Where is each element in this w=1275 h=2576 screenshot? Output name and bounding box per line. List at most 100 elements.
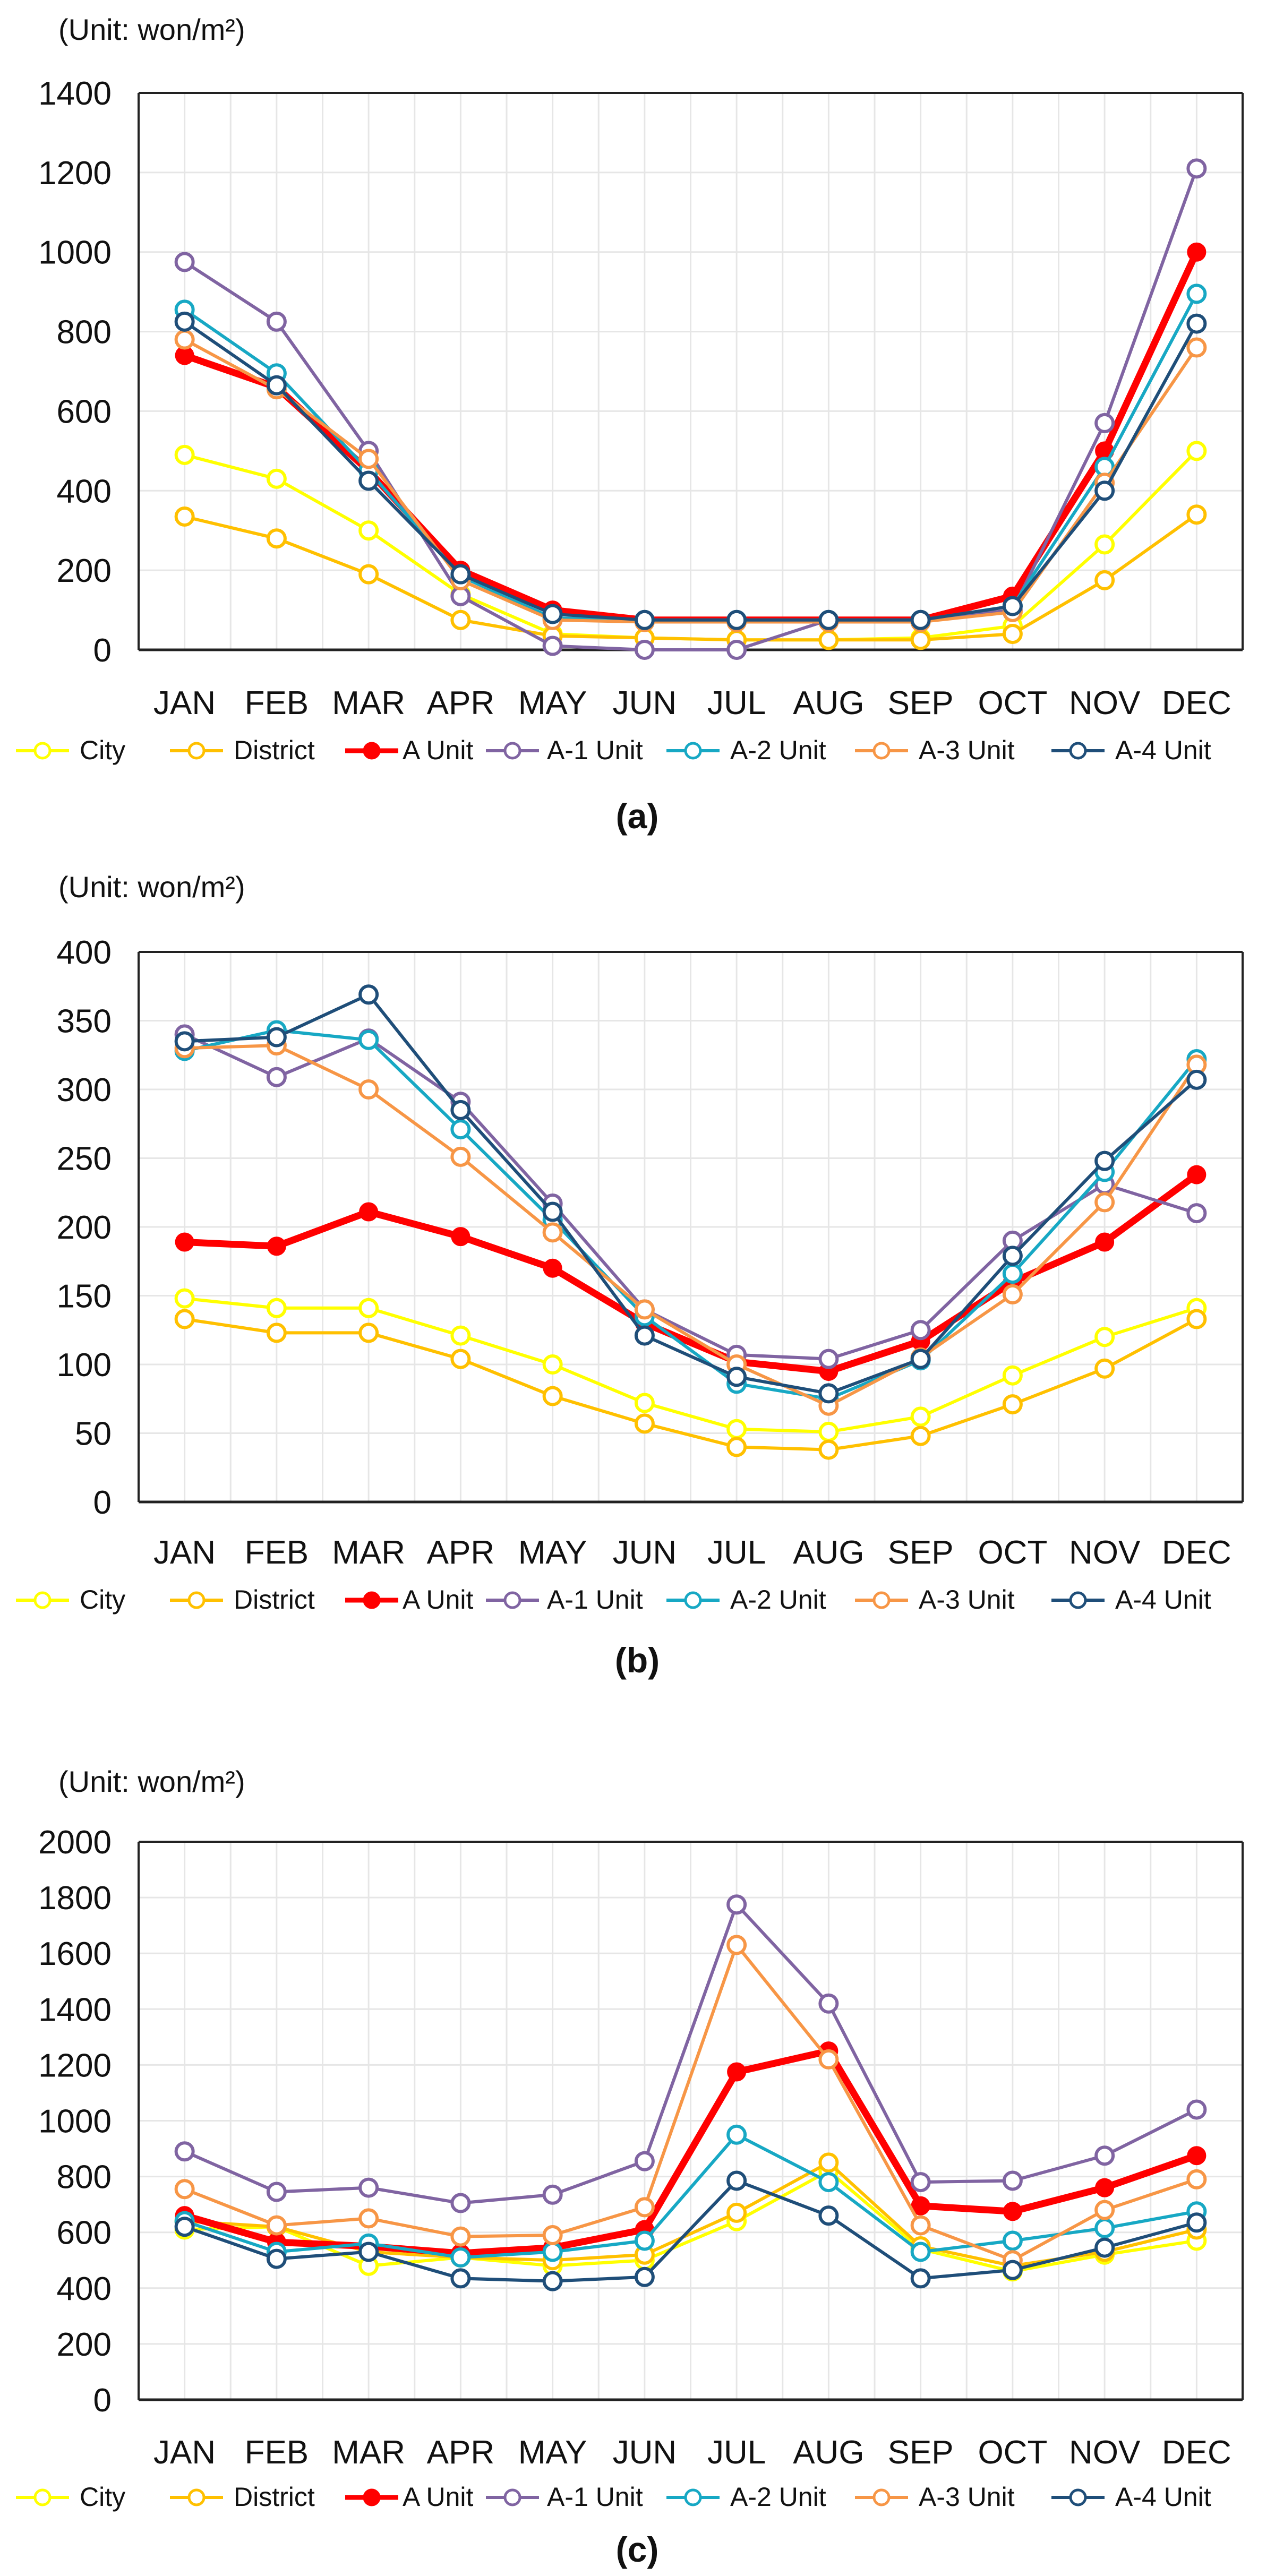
series-line — [184, 1943, 1197, 2262]
x-tick-label: JUL — [707, 685, 766, 722]
data-point — [542, 1201, 563, 1222]
y-tick-label: 100 — [57, 1347, 112, 1384]
x-tick-label: FEB — [245, 1534, 309, 1571]
data-point — [1094, 2145, 1115, 2166]
series-a-1-unit — [174, 1894, 1207, 2213]
series-district — [174, 1309, 1207, 1460]
data-point — [726, 1894, 747, 1915]
x-tick-label: NOV — [1069, 2434, 1141, 2471]
data-point — [1002, 1264, 1023, 1284]
legend-marker — [503, 1591, 521, 1609]
data-point — [1186, 313, 1207, 334]
data-point — [1094, 1327, 1115, 1347]
legend-marker — [33, 742, 52, 760]
data-point — [1186, 284, 1207, 304]
data-point — [1186, 1309, 1207, 1329]
legend-item: A-1 Unit — [486, 1585, 643, 1615]
legend-label: A-1 Unit — [547, 735, 643, 765]
data-point — [1187, 242, 1206, 262]
data-point — [174, 444, 195, 465]
series-line — [184, 1903, 1197, 2205]
y-tick-label: 600 — [57, 393, 112, 430]
legend-marker — [187, 742, 206, 760]
data-point — [1095, 2178, 1115, 2197]
legend-label: A-2 Unit — [730, 735, 826, 765]
legend-item: District — [170, 2482, 315, 2512]
legend-item: A Unit — [345, 2482, 474, 2512]
data-point — [1002, 1284, 1023, 1304]
data-point — [1186, 2099, 1207, 2120]
data-point — [358, 984, 379, 1005]
data-point — [818, 1349, 839, 1369]
data-point — [634, 2230, 655, 2251]
y-tick-label: 300 — [57, 1072, 112, 1109]
data-point — [1003, 2202, 1022, 2221]
data-point — [266, 528, 287, 549]
legend-label: A-1 Unit — [547, 1585, 643, 1615]
y-tick-label: 200 — [57, 1209, 112, 1246]
series-line — [184, 338, 1198, 624]
data-point — [726, 2202, 747, 2223]
data-point — [911, 2196, 930, 2216]
legend-marker — [684, 2488, 702, 2506]
legend-marker — [33, 2488, 52, 2506]
series-line — [184, 993, 1198, 1395]
series-line — [184, 1296, 1197, 1433]
data-point — [450, 2247, 471, 2268]
data-point — [634, 2151, 655, 2171]
data-point — [818, 2172, 839, 2193]
data-point — [910, 1349, 931, 1369]
data-point — [174, 252, 195, 272]
data-point — [542, 1222, 563, 1243]
legend-item: A-2 Unit — [666, 1585, 826, 1615]
legend-item: A-4 Unit — [1051, 2482, 1211, 2512]
data-point — [450, 1349, 471, 1369]
data-point — [450, 609, 471, 630]
series-line — [184, 513, 1198, 642]
data-point — [1002, 624, 1023, 645]
legend-item: A-2 Unit — [666, 735, 826, 765]
unit-label: (Unit: won/m²) — [58, 1765, 245, 1798]
x-tick-label: MAY — [518, 1534, 587, 1571]
legend-item: City — [16, 735, 125, 765]
y-tick-label: 1800 — [38, 1880, 112, 1917]
data-point — [634, 1299, 655, 1320]
data-point — [726, 2170, 747, 2191]
data-point — [1094, 413, 1115, 433]
data-point — [450, 2268, 471, 2289]
y-tick-label: 1000 — [38, 2103, 112, 2140]
y-tick-label: 400 — [57, 934, 112, 971]
data-point — [174, 2179, 195, 2200]
data-point — [1187, 2146, 1206, 2166]
y-tick-label: 1200 — [38, 155, 112, 192]
data-point — [1186, 1069, 1207, 1090]
x-tick-label: JAN — [153, 1534, 216, 1571]
data-point — [726, 1419, 747, 1439]
data-point — [1002, 1365, 1023, 1386]
data-point — [1187, 1165, 1206, 1184]
x-tick-label: OCT — [978, 1534, 1047, 1571]
x-tick-label: DEC — [1162, 2434, 1231, 2471]
x-tick-label: SEP — [888, 2434, 954, 2471]
data-point — [266, 375, 287, 396]
data-point — [726, 640, 747, 660]
data-point — [727, 2062, 747, 2082]
data-point — [910, 2215, 931, 2236]
legend-item: City — [16, 1585, 125, 1615]
series-line — [184, 2169, 1197, 2273]
data-point — [1094, 534, 1115, 555]
legend-marker — [33, 1591, 52, 1609]
data-point — [450, 1325, 471, 1346]
data-point — [175, 346, 194, 365]
data-point — [818, 1421, 839, 1442]
x-tick-label: DEC — [1162, 1534, 1231, 1571]
legend-item: District — [170, 1585, 315, 1615]
data-point — [1186, 2169, 1207, 2189]
data-point — [726, 609, 747, 630]
data-point — [634, 609, 655, 630]
series-city — [174, 1288, 1207, 1442]
data-point — [910, 2268, 931, 2289]
data-point — [1186, 158, 1207, 179]
x-tick-label: FEB — [245, 2434, 309, 2471]
